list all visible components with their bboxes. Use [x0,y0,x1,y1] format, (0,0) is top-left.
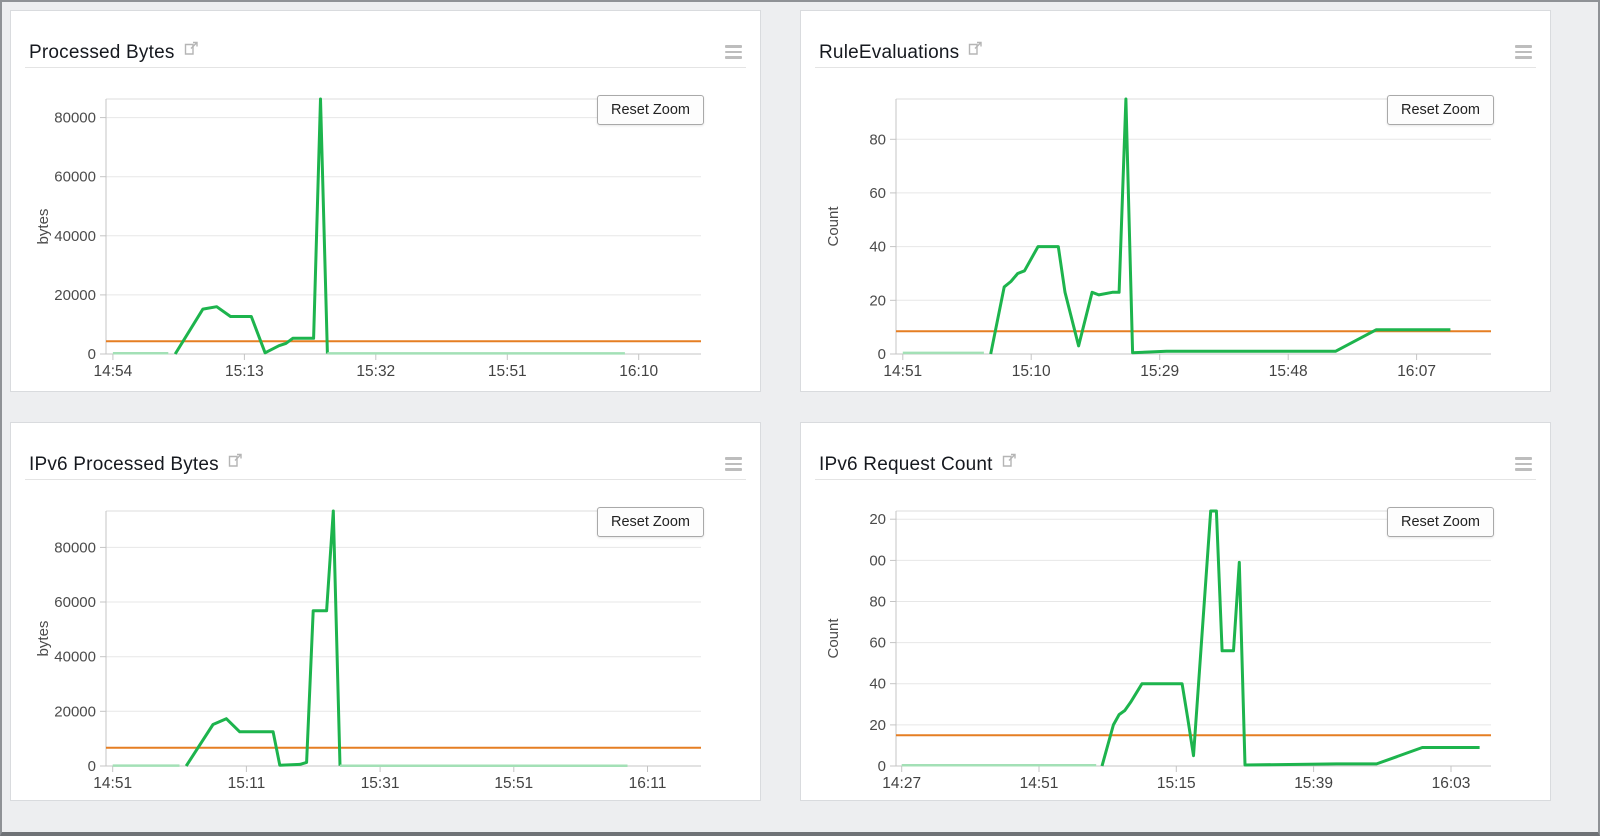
line-chart: 0 20000 40000 60000 80000 14:54 15:13 15:32 15:5… [35,97,701,380]
external-link-icon[interactable] [968,41,983,56]
series-metric [173,97,329,355]
y-tick-label: 40 [869,239,886,256]
y-axis-title: bytes [35,621,52,657]
reset-zoom-button[interactable]: Reset Zoom [1387,95,1494,125]
y-tick-label: 60000 [54,169,96,186]
y-tick-label: 0 [878,758,886,775]
y-tick-label: 0 [88,758,96,775]
panel-title: IPv6 Request Count [819,453,1017,476]
y-axis-title: Count [825,618,842,659]
y-tick-label: 80000 [54,110,96,127]
panel-title: IPv6 Processed Bytes [29,453,243,476]
reset-zoom-button[interactable]: Reset Zoom [597,507,704,537]
line-chart: 0 20000 40000 60000 80000 14:51 15:11 15:31 15:5… [35,509,701,792]
line-chart: 0 20 40 60 80 00 20 14:27 14:51 15:15 15:39 16:03 Co… [825,509,1491,792]
series-metric [989,97,1451,355]
series-metric [184,509,342,767]
hamburger-menu-icon[interactable] [1515,45,1532,59]
x-tick-label: 14:27 [882,775,921,792]
chart-ipv6-request-count[interactable]: 0 20 40 60 80 00 20 14:27 14:51 15:15 15:39 16:03 Co… [801,481,1550,800]
x-tick-label: 16:07 [1397,363,1436,380]
panel-header: IPv6 Request Count [815,423,1536,480]
panel-header: Processed Bytes [25,11,746,68]
y-tick-label: 40000 [54,649,96,666]
y-tick-label: 20 [869,511,886,528]
chart-rule-evaluations[interactable]: 0 20 40 60 80 14:51 15:10 15:29 15:48 16:07 Count … [801,69,1550,391]
y-tick-label: 60 [869,635,886,652]
panel-rule-evaluations: RuleEvaluations 0 20 40 60 80 14:51 15:10 15:29… [800,10,1551,392]
panel-ipv6-request-count: IPv6 Request Count 0 20 40 60 80 00 20 14:27 14:… [800,422,1551,801]
x-tick-label: 15:29 [1140,363,1179,380]
y-tick-label: 0 [88,346,96,363]
y-tick-label: 60000 [54,594,96,611]
series-metric [1100,509,1480,767]
x-tick-label: 14:54 [94,363,133,380]
reset-zoom-button[interactable]: Reset Zoom [1387,507,1494,537]
y-tick-label: 80000 [54,539,96,556]
x-tick-label: 15:10 [1012,363,1051,380]
x-tick-label: 14:51 [883,363,922,380]
panel-title: Processed Bytes [29,41,199,64]
chart-processed-bytes[interactable]: 0 20000 40000 60000 80000 14:54 15:13 15:32 15:5… [11,69,760,391]
x-tick-label: 15:15 [1157,775,1196,792]
y-axis-title: bytes [35,209,52,245]
y-tick-label: 20 [869,292,886,309]
chart-ipv6-processed-bytes[interactable]: 0 20000 40000 60000 80000 14:51 15:11 15:31 15:5… [11,481,760,800]
x-tick-label: 14:51 [93,775,132,792]
panel-ipv6-processed-bytes: IPv6 Processed Bytes 0 20000 40000 60000 800… [10,422,761,801]
x-tick-label: 15:32 [356,363,395,380]
x-tick-label: 16:10 [619,363,658,380]
y-tick-label: 60 [869,185,886,202]
y-axis-title: Count [825,206,842,247]
y-tick-label: 0 [878,346,886,363]
y-tick-label: 20000 [54,703,96,720]
panel-header: IPv6 Processed Bytes [25,423,746,480]
panel-title: RuleEvaluations [819,41,983,64]
x-tick-label: 15:51 [488,363,527,380]
x-tick-label: 15:13 [225,363,264,380]
hamburger-menu-icon[interactable] [1515,457,1532,471]
x-tick-label: 15:11 [228,775,266,792]
y-tick-label: 00 [869,552,886,569]
y-tick-label: 40000 [54,228,96,245]
x-tick-label: 15:51 [494,775,533,792]
y-tick-label: 80 [869,131,886,148]
panel-header: RuleEvaluations [815,11,1536,68]
x-tick-label: 15:48 [1269,363,1308,380]
y-tick-label: 40 [869,676,886,693]
hamburger-menu-icon[interactable] [725,45,742,59]
y-tick-label: 20000 [54,287,96,304]
external-link-icon[interactable] [184,41,199,56]
x-tick-label: 15:31 [361,775,400,792]
x-tick-label: 16:03 [1432,775,1471,792]
x-tick-label: 14:51 [1020,775,1059,792]
y-tick-label: 80 [869,594,886,611]
x-tick-label: 15:39 [1294,775,1333,792]
hamburger-menu-icon[interactable] [725,457,742,471]
reset-zoom-button[interactable]: Reset Zoom [597,95,704,125]
external-link-icon[interactable] [1002,453,1017,468]
y-tick-label: 20 [869,717,886,734]
panel-processed-bytes: Processed Bytes 0 20000 40000 60000 80000 14:… [10,10,761,392]
x-tick-label: 16:11 [629,775,667,792]
external-link-icon[interactable] [228,453,243,468]
